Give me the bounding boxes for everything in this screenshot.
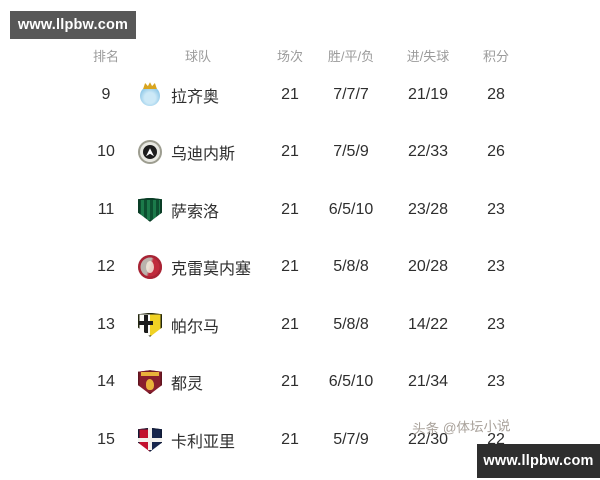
points-value: 23 [487, 258, 505, 276]
parma-crest-icon [138, 312, 162, 337]
header-win-draw-loss: 胜/平/负 [327, 48, 375, 64]
sassuolo-crest-icon [138, 197, 162, 222]
table-row-parma[interactable]: 13 帕尔马 21 5/8/8 14/22 23 [78, 296, 520, 354]
udinese-crest-icon [138, 140, 162, 165]
goals-value: 14/22 [407, 315, 449, 333]
goals-value: 22/30 [407, 430, 449, 448]
cremonese-crest-icon [138, 255, 162, 280]
watermark-top-left: www.llpbw.com [10, 11, 136, 39]
rank-value: 14 [97, 373, 115, 391]
points-value: 28 [487, 85, 505, 103]
points-value: 22 [487, 430, 505, 448]
header-points: 积分 [482, 48, 509, 64]
table-row-udinese[interactable]: 10 乌迪内斯 21 7/5/9 22/33 26 [78, 124, 520, 182]
points-value: 23 [487, 315, 505, 333]
goals-value: 21/34 [407, 373, 449, 391]
table-row-lazio[interactable]: 9 拉齐奥 21 7/7/7 21/19 28 [78, 66, 520, 124]
wdl-value: 7/5/9 [333, 143, 369, 161]
goals-value: 21/19 [407, 85, 449, 103]
wdl-value: 6/5/10 [328, 200, 374, 218]
table-row-torino[interactable]: 14 都灵 21 6/5/10 21/34 23 [78, 354, 520, 412]
table-row-cagliari[interactable]: 15 卡利亚里 21 5/7/9 22/30 22 [78, 411, 520, 469]
lazio-crest-icon [140, 86, 160, 107]
goals-value: 22/33 [407, 143, 449, 161]
team-name: 帕尔马 [171, 318, 220, 336]
team-name: 乌迪内斯 [171, 146, 236, 164]
byline-watermark: 头条 @体坛小说 [411, 418, 511, 437]
wdl-value: 5/8/8 [333, 315, 369, 333]
header-goals: 进/失球 [406, 48, 450, 64]
rank-value: 13 [97, 315, 115, 333]
header-played: 场次 [276, 48, 303, 64]
points-value: 23 [487, 373, 505, 391]
rank-value: 11 [97, 200, 115, 218]
watermark-bottom-right: www.llpbw.com [477, 444, 600, 478]
goals-value: 23/28 [407, 200, 449, 218]
wdl-value: 5/8/8 [333, 258, 369, 276]
header-team: 球队 [184, 48, 211, 64]
header-rank: 排名 [92, 48, 119, 64]
rank-value: 12 [97, 258, 115, 276]
goals-value: 20/28 [407, 258, 449, 276]
played-value: 21 [281, 143, 299, 161]
played-value: 21 [281, 430, 299, 448]
team-name: 都灵 [171, 376, 204, 394]
team-name: 克雷莫内塞 [171, 261, 252, 279]
wdl-value: 7/7/7 [333, 85, 369, 103]
torino-crest-icon [138, 370, 162, 395]
played-value: 21 [281, 258, 299, 276]
rank-value: 10 [97, 143, 115, 161]
wdl-value: 6/5/10 [328, 373, 374, 391]
team-name: 萨索洛 [171, 203, 220, 221]
table-row-sassuolo[interactable]: 11 萨索洛 21 6/5/10 23/28 23 [78, 181, 520, 239]
team-name: 拉齐奥 [171, 88, 220, 106]
wdl-value: 5/7/9 [333, 430, 369, 448]
table-header-row: 排名 球队 场次 胜/平/负 进/失球 积分 [78, 44, 520, 66]
played-value: 21 [281, 200, 299, 218]
played-value: 21 [281, 373, 299, 391]
league-standings-table: 排名 球队 场次 胜/平/负 进/失球 积分 9 拉齐奥 21 7/7/7 21… [78, 44, 520, 469]
played-value: 21 [281, 85, 299, 103]
cagliari-crest-icon [138, 427, 162, 452]
points-value: 26 [487, 143, 505, 161]
rank-value: 15 [97, 430, 115, 448]
rank-value: 9 [101, 85, 111, 103]
points-value: 23 [487, 200, 505, 218]
table-row-cremonese[interactable]: 12 克雷莫内塞 21 5/8/8 20/28 23 [78, 239, 520, 297]
played-value: 21 [281, 315, 299, 333]
team-name: 卡利亚里 [171, 433, 236, 451]
